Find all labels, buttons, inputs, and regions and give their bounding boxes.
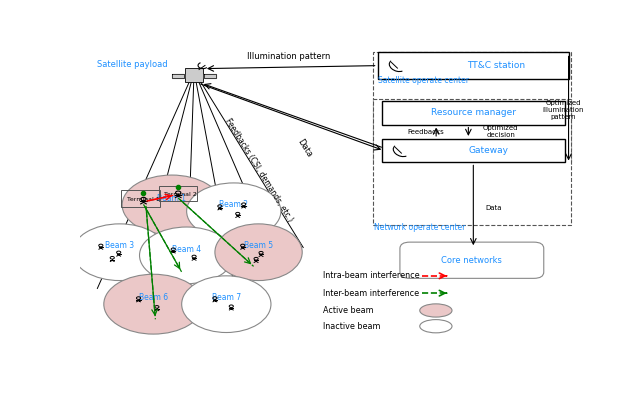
Polygon shape xyxy=(172,74,184,78)
Text: Intra-beam interference: Intra-beam interference xyxy=(323,271,420,280)
Text: Data: Data xyxy=(296,137,314,159)
Text: Terminal 2: Terminal 2 xyxy=(164,192,197,198)
Ellipse shape xyxy=(187,183,281,240)
FancyBboxPatch shape xyxy=(378,52,568,79)
Text: Satellite operate center: Satellite operate center xyxy=(378,76,468,85)
Text: Feedbacks: Feedbacks xyxy=(408,129,445,135)
Text: Terminal 1: Terminal 1 xyxy=(127,197,160,202)
Text: Beam 3: Beam 3 xyxy=(105,241,134,250)
Text: Feedbacks (CSI, demands, etc.): Feedbacks (CSI, demands, etc.) xyxy=(223,117,294,224)
Ellipse shape xyxy=(215,224,302,281)
Text: Active beam: Active beam xyxy=(323,306,374,315)
FancyBboxPatch shape xyxy=(372,99,571,225)
Text: Illumination pattern: Illumination pattern xyxy=(246,52,330,61)
Text: Optimized
decision: Optimized decision xyxy=(483,125,518,138)
Ellipse shape xyxy=(140,227,234,284)
Polygon shape xyxy=(204,74,216,78)
FancyBboxPatch shape xyxy=(381,101,565,125)
FancyBboxPatch shape xyxy=(372,52,571,164)
Ellipse shape xyxy=(122,175,221,235)
Text: Resource manager: Resource manager xyxy=(431,108,516,117)
Text: Gateway: Gateway xyxy=(468,146,508,155)
Ellipse shape xyxy=(420,319,452,333)
FancyBboxPatch shape xyxy=(400,242,544,279)
Text: Beam 7: Beam 7 xyxy=(212,293,241,302)
Ellipse shape xyxy=(104,274,203,334)
Text: Network operate center: Network operate center xyxy=(374,222,465,231)
Text: Core networks: Core networks xyxy=(442,256,502,265)
FancyBboxPatch shape xyxy=(185,68,203,82)
FancyBboxPatch shape xyxy=(381,139,565,162)
Text: Beam 6: Beam 6 xyxy=(139,293,168,302)
Text: Beam 5: Beam 5 xyxy=(244,241,273,250)
Text: Optimized
illumination
pattern: Optimized illumination pattern xyxy=(543,101,584,121)
Ellipse shape xyxy=(182,276,271,333)
Text: Data: Data xyxy=(486,205,502,211)
Text: Beam 4: Beam 4 xyxy=(172,245,201,254)
Text: Satellite payload: Satellite payload xyxy=(97,60,168,70)
Ellipse shape xyxy=(420,304,452,317)
Text: Inactive beam: Inactive beam xyxy=(323,322,381,331)
Text: TT&C station: TT&C station xyxy=(468,61,525,70)
Text: Inter-beam interference: Inter-beam interference xyxy=(323,289,419,298)
Ellipse shape xyxy=(72,224,167,281)
Text: Beam 1: Beam 1 xyxy=(157,194,186,203)
Text: Beam 2: Beam 2 xyxy=(220,200,248,209)
